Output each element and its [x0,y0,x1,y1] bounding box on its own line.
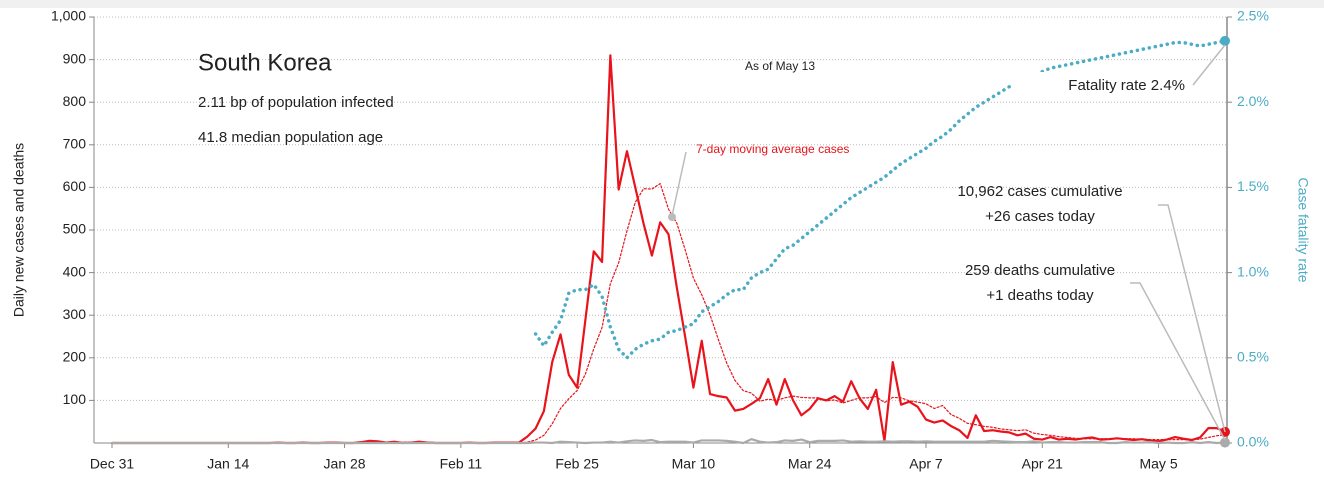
series-line [112,54,1226,445]
x-tick-label: Feb 25 [555,456,599,472]
y-tick-label: 700 [63,136,87,152]
annotation: +26 cases today [985,208,1095,225]
annotation: +1 deaths today [986,287,1094,304]
plot-area [111,35,1230,448]
leader-line [1192,44,1226,86]
y-tick-label: 300 [63,306,87,322]
y-tick-label: 600 [63,178,87,194]
x-tick-label: Feb 11 [440,456,483,472]
leader-line [671,151,687,217]
x-tick-label: Apr 21 [1022,456,1063,472]
y-axis-label: Daily new cases and deaths [11,143,27,317]
y-tick-label: 800 [63,93,87,109]
annotation: 10,962 cases cumulative [957,183,1122,200]
leader-line [1130,282,1226,441]
leader-line [1158,204,1226,433]
y2-tick-label: 2.5% [1237,8,1269,24]
grid [89,16,1232,448]
top-band [0,0,1324,8]
y2-axis-label: Case fatality rate [1295,177,1311,282]
annotation: 259 deaths cumulative [965,262,1115,279]
y-tick-label: 200 [63,349,87,365]
end-dot [1220,437,1230,448]
annotation-bg [1012,72,1190,98]
annotation: 41.8 median population age [198,129,383,146]
leader-dot [668,213,676,221]
x-tick-label: Apr 7 [909,456,943,472]
annotation: 7-day moving average cases [696,142,849,156]
x-tick-label: May 5 [1139,456,1177,472]
y2-tick-label: 1.0% [1237,263,1269,279]
y-tick-label: 400 [63,263,87,279]
x-tick-label: Dec 31 [90,456,135,472]
x-tick-label: Mar 24 [788,456,832,472]
x-tick-label: Jan 14 [207,456,249,472]
y2-tick-label: 1.5% [1237,178,1269,194]
x-tick-label: Mar 10 [672,456,716,472]
annotation: As of May 13 [745,59,815,73]
y2-tick-label: 0.5% [1237,349,1269,365]
chart-title: South Korea [198,49,332,76]
series-line [533,39,1227,360]
y-tick-label: 100 [63,391,87,407]
annotation: Fatality rate 2.4% [1068,77,1185,94]
x-tick-label: Jan 28 [324,456,366,472]
y2-tick-label: 2.0% [1237,93,1269,109]
end-dot [1220,35,1230,46]
y-tick-label: 1,000 [51,8,86,24]
y-tick-label: 900 [63,50,87,66]
y2-tick-label: 0.0% [1237,434,1269,450]
series-line [112,438,1226,445]
y-tick-label: 500 [63,221,87,237]
annotation: 2.11 bp of population infected [198,94,394,111]
